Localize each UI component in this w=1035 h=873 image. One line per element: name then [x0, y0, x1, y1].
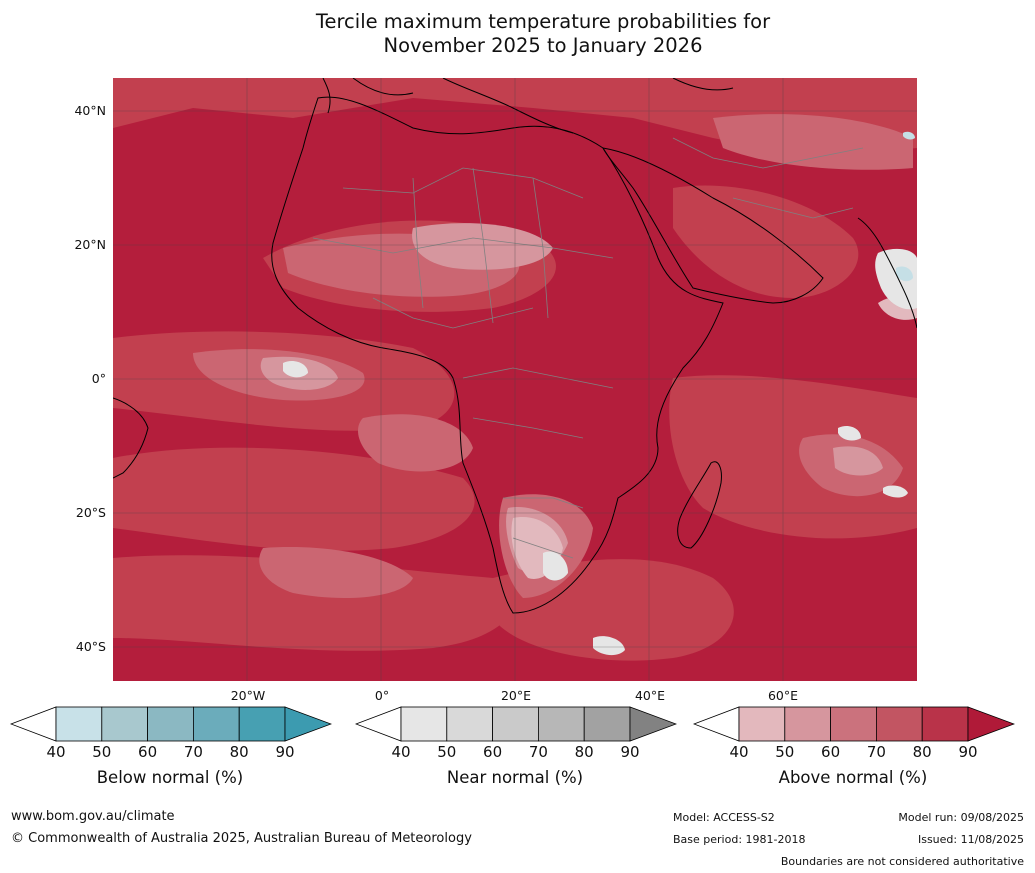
colorbar-near-label: Near normal (%)	[446, 768, 584, 787]
colorbar-above-label: Above normal (%)	[778, 768, 928, 787]
colorbar-extend-low	[692, 706, 740, 742]
country-borders	[312, 137, 864, 559]
colorbar-below-normal	[9, 706, 333, 746]
colorbar-tick-label: 60	[138, 743, 158, 761]
coastlines	[113, 78, 917, 614]
colorbar-tick-label: 50	[437, 743, 457, 761]
colorbar-tick-label: 40	[46, 743, 66, 761]
colorbar-segment	[738, 706, 786, 742]
colorbar-segment	[583, 706, 631, 742]
footer-url[interactable]: www.bom.gov.au/climate	[11, 809, 175, 824]
colorbar-tick-label: 50	[775, 743, 795, 761]
footer-copyright: © Commonwealth of Australia 2025, Austra…	[11, 831, 472, 846]
lat-label-20s: 20°S	[75, 505, 106, 520]
colorbar-segment	[192, 706, 240, 742]
colorbar-segment	[830, 706, 877, 742]
colorbar-tick-label: 50	[92, 743, 112, 761]
colorbar-tick-label: 80	[574, 743, 594, 761]
lon-label-20w: 20°W	[230, 688, 266, 703]
colorbar-above-normal	[692, 706, 1016, 746]
colorbar-tick-label: 70	[528, 743, 548, 761]
colorbar-tick-label: 90	[275, 743, 295, 761]
lat-label-40n: 40°N	[74, 103, 106, 118]
footer-model-run: Model run: 09/08/2025	[898, 811, 1024, 824]
colorbar-tick-label: 80	[229, 743, 249, 761]
colorbar-segment	[55, 706, 103, 742]
colorbar-segment	[492, 706, 539, 742]
map-svg	[113, 78, 917, 681]
footer-issued: Issued: 11/08/2025	[917, 833, 1024, 846]
colorbar-near-normal	[354, 706, 678, 746]
colorbar-tick-label: 70	[866, 743, 886, 761]
colorbar-below-segments	[9, 706, 333, 742]
colorbar-tick-label: 80	[912, 743, 932, 761]
footer-disclaimer: Boundaries are not considered authoritat…	[780, 855, 1024, 868]
near-normal-regions	[283, 248, 917, 656]
lon-label-20e: 20°E	[500, 688, 532, 703]
map-title: Tercile maximum temperature probabilitie…	[0, 10, 1035, 58]
colorbar-extend-low	[9, 706, 57, 742]
colorbar-near-svg	[354, 706, 678, 742]
lat-label-0: 0°	[91, 371, 106, 386]
colorbar-tick-label: 40	[729, 743, 749, 761]
lat-label-40s: 40°S	[75, 639, 106, 654]
colorbar-tick-label: 90	[958, 743, 978, 761]
colorbar-segment	[147, 706, 194, 742]
colorbar-above-svg	[692, 706, 1016, 742]
colorbar-segment	[921, 706, 969, 742]
colorbar-segment	[784, 706, 832, 742]
colorbar-segment	[101, 706, 149, 742]
colorbar-segment	[875, 706, 923, 742]
colorbar-extend-high	[967, 706, 1016, 742]
colorbar-extend-high	[284, 706, 333, 742]
colorbar-tick-label: 60	[821, 743, 841, 761]
colorbar-near-segments	[354, 706, 678, 742]
colorbar-below-label: Below normal (%)	[96, 768, 244, 787]
colorbar-segment	[446, 706, 494, 742]
probability-map[interactable]	[113, 78, 917, 681]
colorbar-segment	[400, 706, 448, 742]
colorbar-segment	[537, 706, 585, 742]
colorbar-above-segments	[692, 706, 1016, 742]
colorbar-extend-high	[629, 706, 678, 742]
colorbar-tick-label: 60	[483, 743, 503, 761]
colorbar-segment	[238, 706, 286, 742]
colorbar-tick-label: 40	[391, 743, 411, 761]
footer-model: Model: ACCESS-S2	[673, 811, 775, 824]
colorbar-tick-label: 90	[620, 743, 640, 761]
title-line-1: Tercile maximum temperature probabilitie…	[315, 10, 771, 33]
colorbar-below-svg	[9, 706, 333, 742]
lat-label-20n: 20°N	[74, 237, 106, 252]
colorbar-tick-label: 70	[183, 743, 203, 761]
footer-base-period: Base period: 1981-2018	[673, 833, 806, 846]
title-line-2: November 2025 to January 2026	[383, 34, 703, 57]
lon-label-0: 0°	[374, 688, 390, 703]
colorbar-extend-low	[354, 706, 402, 742]
lon-label-60e: 60°E	[767, 688, 799, 703]
graticule	[113, 78, 917, 681]
lon-label-40e: 40°E	[634, 688, 666, 703]
below-normal-regions	[896, 131, 915, 282]
